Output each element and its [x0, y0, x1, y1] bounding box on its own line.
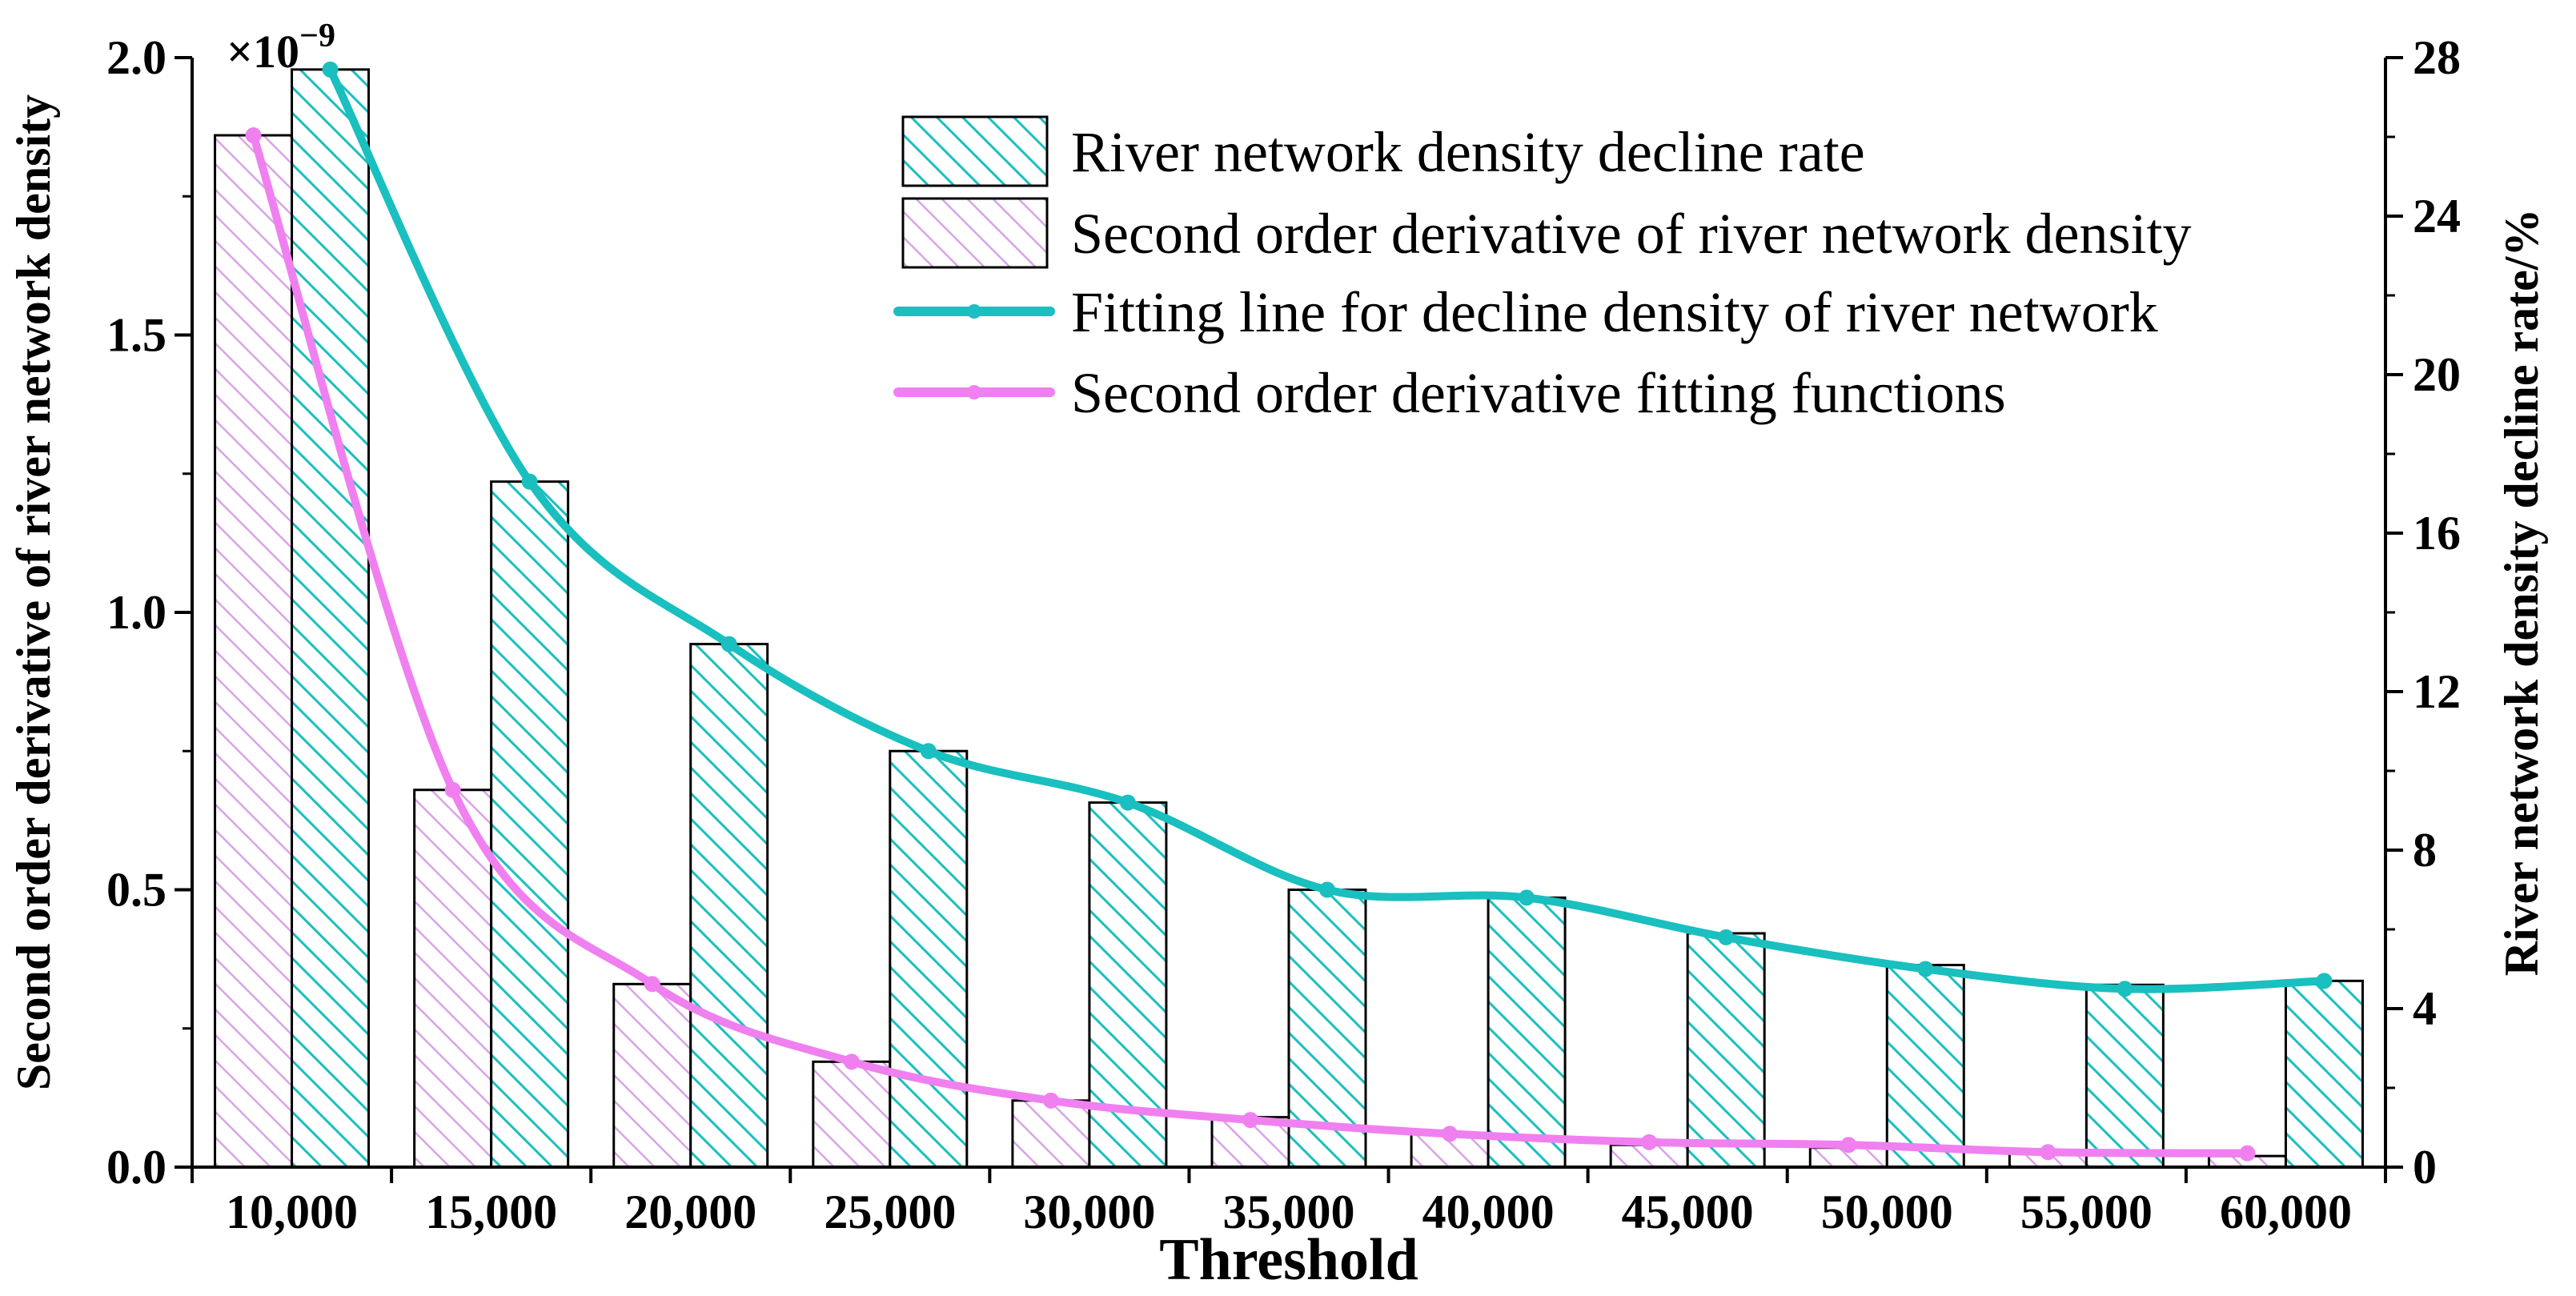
y-right-tick-label-0: 0: [2413, 1141, 2437, 1194]
marker-decline-rate-fit-30,000: [1119, 794, 1136, 811]
legend-marker-decline-fit: [967, 304, 981, 319]
left-axis-multiplier: ×10−9: [227, 18, 335, 78]
marker-second-derivative-fit-10,000: [245, 127, 262, 144]
y-right-tick-label-24: 24: [2413, 190, 2461, 243]
y-left-tick-label-1.0: 1.0: [106, 586, 167, 639]
bar-decline-rate-10,000: [291, 68, 371, 1169]
axes-layer: 0.0 0.5 1.0 1.5 2.0 0 4 8 12 16 20 24 28 10,000 15,000…: [106, 31, 2461, 1238]
bar-decline-rate-60,000: [2284, 979, 2364, 1169]
y-right-tick-label-4: 4: [2413, 982, 2437, 1035]
legend-label-decline-fit: Fitting line for decline density of rive…: [1071, 280, 2158, 344]
x-tick-label-45,000: 45,000: [1622, 1186, 1754, 1238]
marker-decline-rate-fit-40,000: [1519, 889, 1535, 906]
y-right-tick-label-8: 8: [2413, 824, 2437, 877]
legend-label-second-derivative: Second order derivative of river network…: [1071, 202, 2192, 266]
legend-label-derivative-fit: Second order derivative fitting function…: [1071, 361, 2006, 425]
marker-decline-rate-fit-10,000: [322, 61, 339, 78]
marker-decline-rate-fit-35,000: [1319, 881, 1335, 898]
y-left-tick-label-1.5: 1.5: [106, 309, 167, 362]
y-right-tick-label-16: 16: [2413, 507, 2461, 560]
y-left-tick-label-2.0: 2.0: [106, 31, 167, 84]
marker-second-derivative-fit-35,000: [1242, 1112, 1258, 1129]
y-left-tick-label-0.5: 0.5: [106, 864, 167, 917]
x-tick-label-20,000: 20,000: [624, 1186, 756, 1238]
legend-swatch-decline-rate: [901, 115, 1049, 187]
marker-decline-rate-fit-50,000: [1917, 961, 1934, 977]
legend-swatch-second-derivative: [901, 197, 1049, 269]
marker-second-derivative-fit-40,000: [1442, 1125, 1459, 1142]
lines-layer: [245, 61, 2333, 1162]
marker-decline-rate-fit-55,000: [2117, 981, 2133, 997]
legend-label-decline-rate: River network density decline rate: [1071, 120, 1865, 184]
marker-second-derivative-fit-55,000: [2040, 1144, 2056, 1161]
marker-decline-rate-fit-60,000: [2316, 973, 2333, 989]
x-axis-title: Threshold: [1159, 1227, 1418, 1293]
x-tick-label-15,000: 15,000: [425, 1186, 557, 1238]
marker-second-derivative-fit-15,000: [444, 781, 461, 798]
bar-second-derivative-10,000: [214, 134, 294, 1169]
x-tick-label-25,000: 25,000: [824, 1186, 956, 1238]
bar-decline-rate-55,000: [2084, 983, 2165, 1169]
marker-decline-rate-fit-25,000: [920, 743, 937, 760]
marker-second-derivative-fit-60,000: [2239, 1145, 2256, 1162]
marker-second-derivative-fit-45,000: [1641, 1133, 1658, 1150]
bar-second-derivative-30,000: [1011, 1099, 1091, 1169]
bar-decline-rate-40,000: [1487, 896, 1567, 1169]
bar-decline-rate-15,000: [490, 480, 570, 1169]
bars-layer: [214, 68, 2364, 1169]
y-right-tick-label-12: 12: [2413, 665, 2461, 718]
legend: River network density decline rate Secon…: [893, 115, 2192, 425]
x-tick-label-40,000: 40,000: [1422, 1186, 1555, 1238]
bar-second-derivative-20,000: [612, 982, 692, 1169]
y-axis-left-title: Second order derivative of river network…: [7, 94, 60, 1090]
marker-decline-rate-fit-20,000: [720, 636, 737, 652]
marker-second-derivative-fit-50,000: [1840, 1137, 1857, 1154]
marker-decline-rate-fit-45,000: [1718, 929, 1735, 945]
x-tick-label-55,000: 55,000: [2020, 1186, 2153, 1238]
x-tick-label-60,000: 60,000: [2220, 1186, 2352, 1238]
marker-decline-rate-fit-15,000: [521, 473, 538, 490]
bar-decline-rate-50,000: [1885, 964, 1965, 1169]
bar-decline-rate-45,000: [1686, 932, 1766, 1169]
left-axis-multiplier-base: ×10: [227, 26, 299, 78]
bar-decline-rate-25,000: [889, 749, 969, 1169]
marker-second-derivative-fit-25,000: [843, 1053, 860, 1070]
line-decline-rate-fit: [326, 65, 2329, 993]
bar-second-derivative-25,000: [812, 1060, 892, 1169]
marker-second-derivative-fit-30,000: [1042, 1092, 1059, 1109]
left-axis-multiplier-exponent: −9: [299, 18, 335, 54]
y-right-tick-label-20: 20: [2413, 348, 2461, 401]
x-tick-label-30,000: 30,000: [1023, 1186, 1155, 1238]
x-tick-label-35,000: 35,000: [1223, 1186, 1355, 1238]
legend-marker-derivative-fit: [967, 385, 981, 399]
y-left-tick-label-0.0: 0.0: [106, 1141, 167, 1194]
x-tick-label-10,000: 10,000: [226, 1186, 358, 1238]
marker-second-derivative-fit-20,000: [644, 976, 660, 993]
x-tick-label-50,000: 50,000: [1821, 1186, 1953, 1238]
y-axis-right-title: River network density decline rate/%: [2495, 209, 2548, 977]
bar-decline-rate-20,000: [689, 643, 769, 1169]
y-right-tick-label-28: 28: [2413, 31, 2461, 84]
